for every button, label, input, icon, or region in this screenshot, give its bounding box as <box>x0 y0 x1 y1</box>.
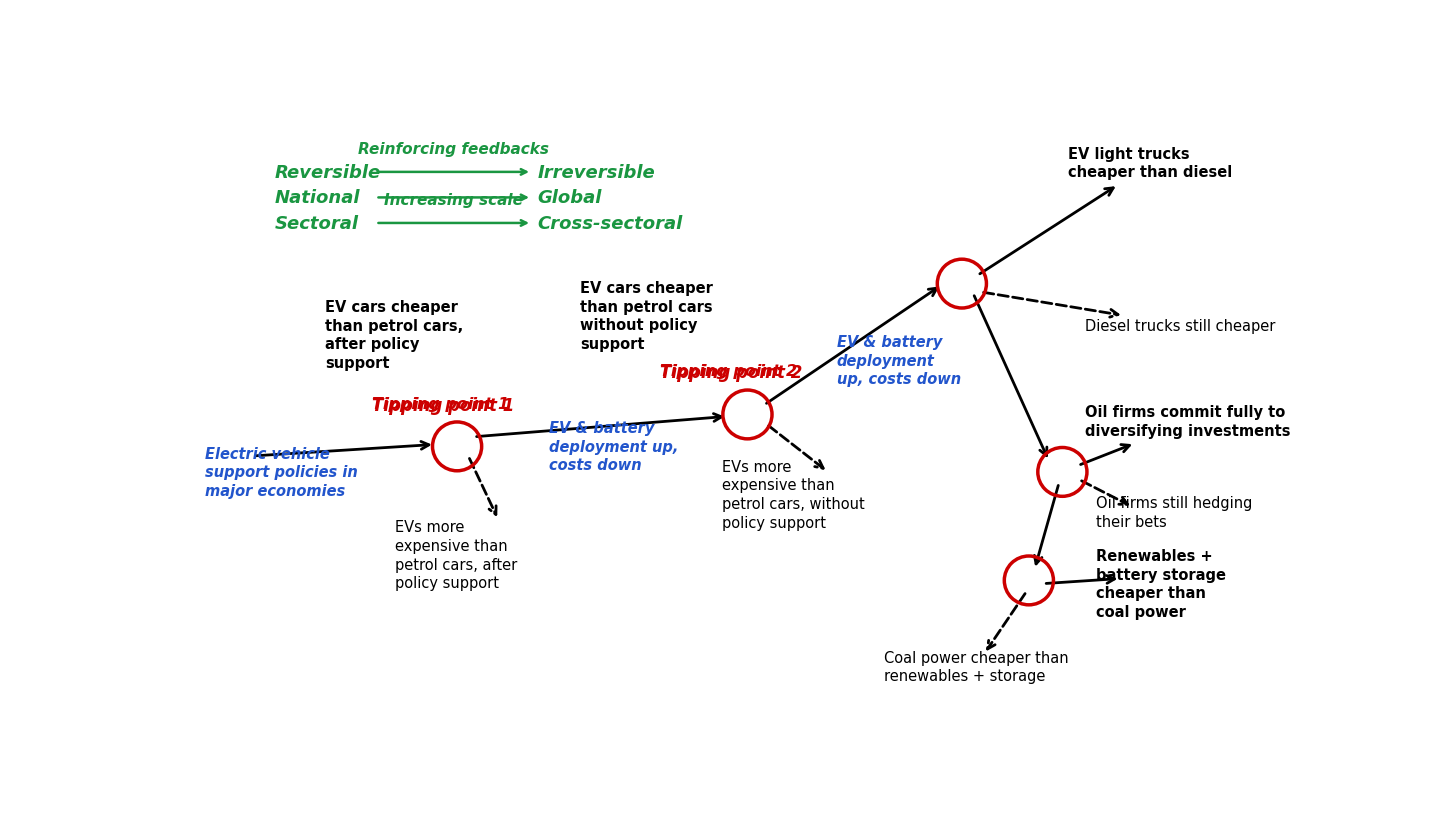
Text: EV & battery
deployment up,
costs down: EV & battery deployment up, costs down <box>549 421 679 473</box>
Text: EV light trucks
cheaper than diesel: EV light trucks cheaper than diesel <box>1068 147 1232 180</box>
Text: EV & battery
deployment
up, costs down: EV & battery deployment up, costs down <box>837 335 961 387</box>
Text: EVs more
expensive than
petrol cars, after
policy support: EVs more expensive than petrol cars, aft… <box>395 520 517 590</box>
Text: Sectoral: Sectoral <box>275 214 359 233</box>
Text: Oil firms commit fully to
diversifying investments: Oil firms commit fully to diversifying i… <box>1085 405 1290 438</box>
Text: Tipping point 1: Tipping point 1 <box>372 397 514 415</box>
Text: Oil firms still hedging
their bets: Oil firms still hedging their bets <box>1095 496 1252 529</box>
Text: Tipping point 1: Tipping point 1 <box>372 397 509 412</box>
Text: Reinforcing feedbacks: Reinforcing feedbacks <box>359 142 549 156</box>
Text: EVs more
expensive than
petrol cars, without
policy support: EVs more expensive than petrol cars, wit… <box>722 460 865 530</box>
Text: Coal power cheaper than
renewables + storage: Coal power cheaper than renewables + sto… <box>883 650 1068 684</box>
Text: Reversible: Reversible <box>275 164 382 181</box>
Text: Irreversible: Irreversible <box>537 164 656 181</box>
Text: Increasing scale: Increasing scale <box>385 193 523 208</box>
Text: Renewables +
battery storage
cheaper than
coal power: Renewables + battery storage cheaper tha… <box>1095 548 1226 619</box>
Text: EV cars cheaper
than petrol cars,
after policy
support: EV cars cheaper than petrol cars, after … <box>326 300 464 371</box>
Text: Cross-sectoral: Cross-sectoral <box>537 214 683 233</box>
Text: Tipping point 2: Tipping point 2 <box>660 363 803 381</box>
Text: National: National <box>275 189 360 207</box>
Text: EV cars cheaper
than petrol cars
without policy
support: EV cars cheaper than petrol cars without… <box>579 281 713 352</box>
Text: Diesel trucks still cheaper: Diesel trucks still cheaper <box>1085 318 1275 333</box>
Text: Global: Global <box>537 189 602 207</box>
Text: Tipping point 2: Tipping point 2 <box>660 363 797 378</box>
Text: Electric vehicle
support policies in
major economies: Electric vehicle support policies in maj… <box>205 446 357 498</box>
